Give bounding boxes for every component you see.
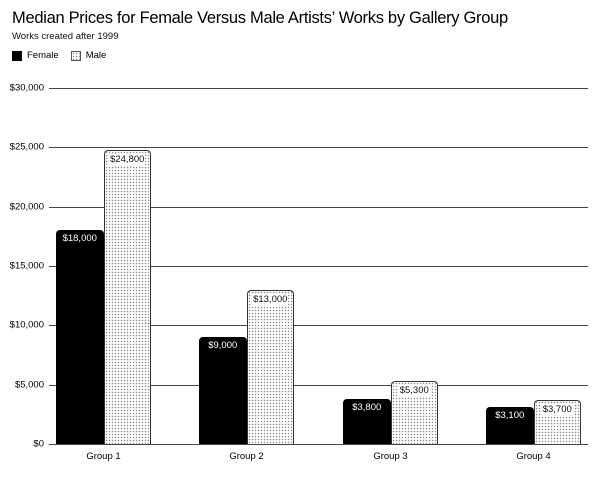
female-swatch-icon [12,50,22,61]
bar-male: $24,800 [103,149,151,444]
legend-item-male: Male [70,50,107,61]
y-tick-label: $5,000 [14,379,44,391]
bar-value-label: $3,800 [352,401,382,413]
bar-male: $5,300 [390,381,438,444]
y-tick-label: $20,000 [9,201,44,213]
gridline [49,88,588,89]
x-tick-label: Group 3 [373,451,408,462]
gridline [49,325,588,326]
bar-value-label: $24,800 [109,153,146,165]
y-tick-label: $15,000 [9,260,44,272]
y-tick-label: $0 [33,438,44,450]
legend: Female Male [12,50,118,61]
bar-value-label: $13,000 [252,293,289,305]
legend-label-male: Male [85,50,107,61]
bar-value-label: $3,700 [541,404,573,416]
x-tick-label: Group 1 [86,451,121,462]
legend-item-female: Female [12,50,59,61]
bar-value-label: $9,000 [208,340,238,352]
y-tick-label: $30,000 [9,82,44,94]
chart-title: Median Prices for Female Versus Male Art… [12,9,508,27]
y-tick-label: $25,000 [9,141,44,153]
bar-male: $3,700 [533,400,581,444]
bar-female: $9,000 [199,337,247,444]
chart-subtitle: Works created after 1999 [12,31,119,42]
bar-value-label: $5,300 [398,385,430,397]
y-tick-label: $10,000 [9,319,44,331]
x-tick-label: Group 4 [516,451,551,462]
x-tick-label: Group 2 [229,451,264,462]
legend-label-female: Female [27,50,59,61]
bar-male: $13,000 [246,289,294,444]
bar-female: $18,000 [56,230,104,444]
bar-female: $3,800 [343,398,391,444]
male-swatch-icon [70,50,81,61]
gridline [49,444,588,445]
gridline [49,207,588,208]
gridline [49,147,588,148]
bar-value-label: $3,100 [495,410,525,422]
gridline [49,385,588,386]
bar-female: $3,100 [486,407,534,444]
bar-value-label: $18,000 [62,233,97,245]
gridline [49,266,588,267]
